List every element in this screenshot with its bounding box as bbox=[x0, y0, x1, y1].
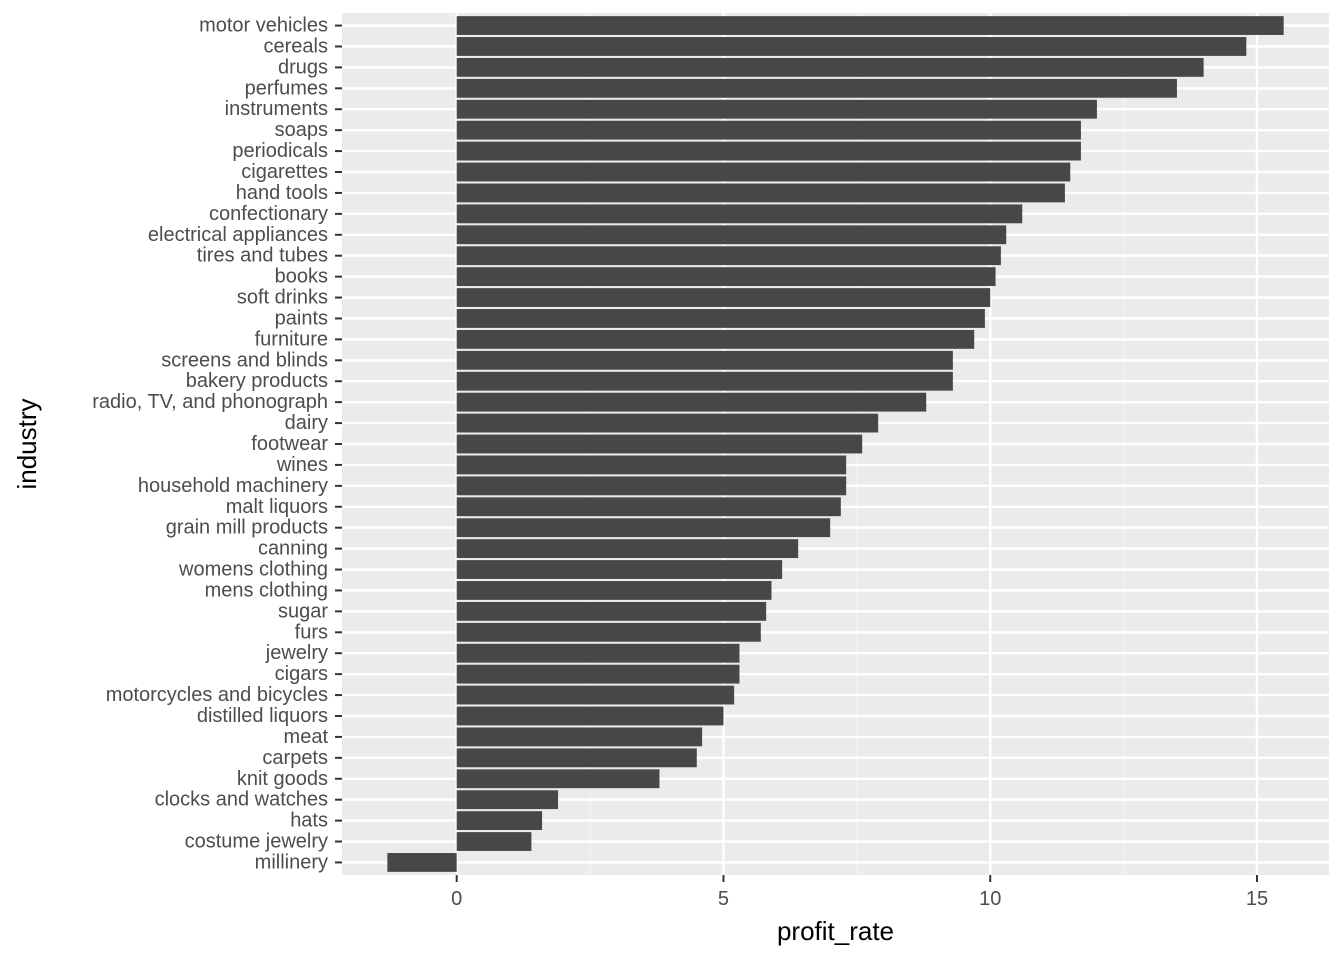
y-tick-label: jewelry bbox=[265, 642, 328, 664]
bar bbox=[456, 78, 1177, 98]
x-axis: 0 5 10 15 bbox=[451, 875, 1268, 910]
bar bbox=[456, 99, 1097, 119]
bar bbox=[456, 392, 927, 412]
y-tick-label: wines bbox=[276, 454, 328, 476]
bars bbox=[387, 16, 1284, 872]
y-tick-label: clocks and watches bbox=[155, 789, 328, 811]
y-tick-label: confectionary bbox=[209, 203, 328, 225]
y-tick-label: carpets bbox=[262, 747, 328, 769]
y-tick-label: tires and tubes bbox=[197, 245, 328, 267]
bar bbox=[456, 434, 863, 454]
y-axis: motor vehiclescerealsdrugsperfumesinstru… bbox=[92, 15, 342, 873]
y-tick-label: bakery products bbox=[186, 370, 328, 392]
bar bbox=[456, 769, 660, 789]
x-tick-label: 5 bbox=[718, 888, 729, 910]
y-tick-label: drugs bbox=[278, 56, 328, 78]
bar bbox=[456, 622, 761, 642]
y-tick-label: cigars bbox=[275, 663, 328, 685]
bar bbox=[456, 706, 724, 726]
y-tick-label: canning bbox=[258, 538, 328, 560]
bar bbox=[456, 57, 1204, 77]
y-tick-label: cigarettes bbox=[241, 161, 328, 183]
bar bbox=[456, 601, 767, 621]
bar bbox=[456, 497, 841, 517]
bar bbox=[456, 455, 847, 475]
y-tick-label: periodicals bbox=[232, 140, 328, 162]
bar bbox=[456, 141, 1081, 161]
bar bbox=[456, 476, 847, 496]
bar bbox=[456, 37, 1247, 56]
y-tick-label: cereals bbox=[264, 35, 328, 57]
y-axis-title: industry bbox=[12, 398, 42, 489]
bar bbox=[456, 329, 975, 349]
bar bbox=[456, 225, 1007, 245]
y-tick-label: mens clothing bbox=[205, 579, 328, 601]
bar bbox=[456, 267, 996, 287]
y-tick-label: screens and blinds bbox=[161, 349, 328, 371]
x-axis-title: profit_rate bbox=[777, 916, 894, 946]
bar bbox=[456, 664, 740, 684]
bar bbox=[456, 16, 1284, 35]
bar bbox=[456, 643, 740, 663]
y-tick-label: soft drinks bbox=[237, 287, 328, 309]
y-tick-label: hand tools bbox=[236, 182, 328, 204]
y-tick-label: distilled liquors bbox=[197, 705, 328, 727]
bar bbox=[456, 581, 772, 600]
y-tick-label: radio, TV, and phonograph bbox=[92, 391, 328, 413]
bar bbox=[456, 204, 1023, 224]
y-tick-label: household machinery bbox=[138, 475, 328, 497]
y-tick-label: perfumes bbox=[245, 77, 328, 99]
y-tick-label: dairy bbox=[285, 412, 328, 434]
y-tick-label: grain mill products bbox=[166, 517, 328, 539]
x-tick-label: 15 bbox=[1246, 888, 1268, 910]
y-tick-label: furs bbox=[295, 621, 328, 643]
bar bbox=[456, 560, 783, 579]
bar bbox=[387, 853, 457, 872]
y-tick-label: footwear bbox=[251, 433, 328, 455]
bar bbox=[456, 413, 879, 433]
bar bbox=[456, 309, 985, 328]
bar bbox=[456, 350, 953, 370]
y-tick-label: hats bbox=[290, 810, 328, 832]
bar bbox=[456, 183, 1065, 203]
bar bbox=[456, 727, 703, 747]
bar bbox=[456, 748, 697, 768]
y-tick-label: motorcycles and bicycles bbox=[106, 684, 328, 706]
y-tick-label: millinery bbox=[255, 851, 328, 873]
y-tick-label: paints bbox=[275, 307, 328, 329]
x-tick-label: 0 bbox=[451, 888, 462, 910]
y-tick-label: knit goods bbox=[237, 768, 328, 790]
y-tick-label: books bbox=[275, 266, 328, 288]
y-tick-label: meat bbox=[284, 726, 329, 748]
y-tick-label: instruments bbox=[225, 98, 328, 120]
y-tick-label: motor vehicles bbox=[199, 15, 328, 37]
bar bbox=[456, 162, 1071, 182]
bar bbox=[456, 685, 735, 705]
x-tick-label: 10 bbox=[979, 888, 1001, 910]
y-tick-label: soaps bbox=[275, 119, 328, 141]
bar bbox=[456, 832, 532, 851]
bar bbox=[456, 120, 1081, 140]
bar bbox=[456, 288, 991, 307]
bar bbox=[456, 790, 559, 810]
y-tick-label: malt liquors bbox=[226, 496, 328, 518]
bar bbox=[456, 246, 1001, 266]
y-tick-label: womens clothing bbox=[178, 559, 328, 581]
y-tick-label: electrical appliances bbox=[148, 224, 328, 246]
bar bbox=[456, 518, 831, 538]
bar bbox=[456, 539, 799, 559]
y-tick-label: furniture bbox=[255, 328, 328, 350]
bar bbox=[456, 371, 953, 391]
bar bbox=[456, 811, 543, 831]
y-tick-label: costume jewelry bbox=[185, 831, 328, 853]
y-tick-label: sugar bbox=[278, 600, 328, 622]
